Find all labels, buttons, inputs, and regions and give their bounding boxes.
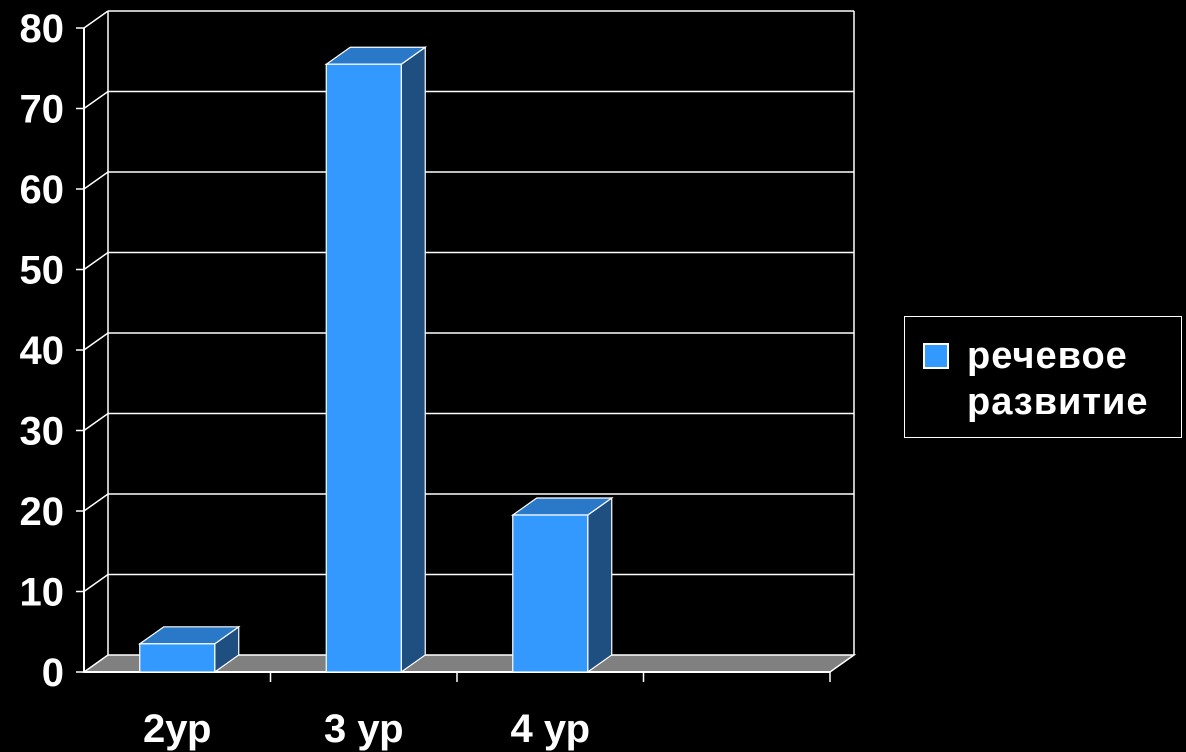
gridline-side [83, 573, 109, 593]
y-tick-label: 50 [20, 249, 65, 293]
gridlines [83, 10, 854, 593]
bars [137, 46, 614, 674]
y-tick-label: 40 [20, 329, 65, 373]
gridline-side [83, 412, 109, 432]
bar-front [325, 63, 402, 673]
gridline-side [83, 90, 109, 110]
bar [510, 496, 614, 674]
legend: речевое развитие [904, 316, 1182, 438]
gridline-side [83, 10, 109, 29]
y-tick-labels: 0 10 20 30 40 50 60 70 80 [20, 7, 65, 695]
bar-front [139, 643, 216, 673]
legend-label: речевое развитие [967, 335, 1149, 423]
x-tick-label: 2ур [143, 707, 211, 751]
bar [324, 46, 428, 674]
gridline-side [83, 171, 109, 190]
y-tick-label: 70 [20, 88, 65, 132]
bar-side [400, 46, 426, 674]
gridline-side [83, 251, 109, 271]
y-tick-label: 30 [20, 410, 65, 454]
x-tick-label: 4 ур [510, 707, 590, 751]
bar-side [587, 496, 613, 674]
x-tick-label: 3 ур [324, 707, 404, 751]
y-tick-label: 60 [20, 168, 65, 212]
y-tick-label: 10 [20, 571, 65, 615]
gridline-side [83, 493, 109, 512]
legend-swatch [923, 343, 949, 369]
x-tick-labels: 2ур 3 ур 4 ур [143, 707, 590, 751]
y-tick-label: 20 [20, 490, 65, 534]
bar [137, 625, 241, 674]
gridline-side [83, 332, 109, 351]
axes [76, 11, 855, 682]
bar-front [512, 514, 589, 673]
y-tick-label: 80 [20, 7, 65, 51]
y-tick-label: 0 [42, 651, 64, 695]
